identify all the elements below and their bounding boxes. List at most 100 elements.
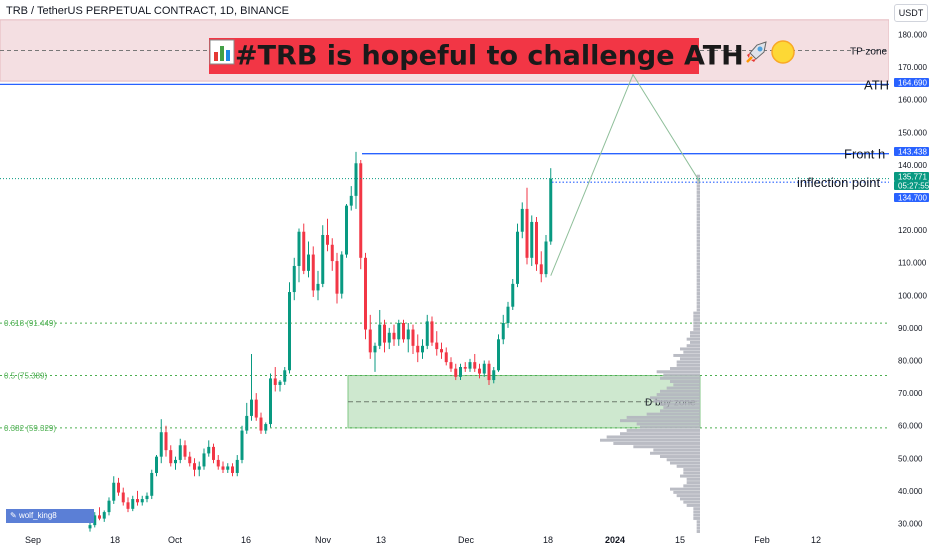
- volume-profile-bar: [696, 174, 700, 178]
- volume-profile-bar: [696, 200, 700, 204]
- y-tick-label: 160.000: [898, 96, 927, 105]
- candle-body: [520, 208, 524, 232]
- candle-body: [368, 329, 372, 353]
- price-tag: [894, 172, 929, 181]
- y-tick-label: 40.000: [898, 487, 923, 496]
- volume-profile-bar: [660, 402, 700, 406]
- candle-body: [159, 432, 163, 457]
- tp-zone-label: TP zone: [850, 46, 887, 57]
- candle-body: [359, 163, 363, 258]
- candle-body: [525, 208, 529, 258]
- candle-body: [335, 261, 339, 294]
- price-tag-text: 143.438: [898, 148, 927, 157]
- volume-profile-bar: [696, 187, 700, 191]
- symbol-header: TRB / TetherUS PERPETUAL CONTRACT, 1D, B…: [6, 5, 290, 17]
- volume-profile-bar: [686, 337, 700, 341]
- x-tick-label: 18: [543, 535, 553, 545]
- volume-profile-bar: [686, 481, 700, 485]
- candle-body: [178, 445, 182, 460]
- volume-profile-bar: [646, 412, 700, 416]
- candle-body: [354, 163, 358, 196]
- volume-profile-bar: [696, 305, 700, 309]
- volume-profile-bar: [620, 419, 700, 423]
- volume-profile-bar: [676, 464, 700, 468]
- volume-profile-bar: [686, 344, 700, 348]
- volume-profile-bar: [666, 458, 700, 462]
- volume-profile-bar: [696, 298, 700, 302]
- volume-profile-bar: [696, 243, 700, 247]
- currency-button[interactable]: USDT: [894, 4, 928, 22]
- candle-body: [544, 241, 548, 275]
- candle-body: [107, 500, 111, 513]
- price-axis: [889, 0, 932, 550]
- volume-profile-bar: [696, 272, 700, 276]
- y-tick-label: 120.000: [898, 226, 927, 235]
- candle-body: [254, 399, 258, 418]
- candle-body: [145, 495, 149, 500]
- candle-body: [169, 450, 173, 464]
- candle-body: [425, 321, 429, 346]
- title-banner: #TRB is hopeful to challenge ATH: [209, 38, 795, 74]
- volume-profile-bar: [656, 393, 700, 397]
- volume-profile-bar: [696, 204, 700, 207]
- volume-profile-bar: [696, 288, 700, 292]
- volume-profile-bar: [696, 269, 700, 273]
- y-tick-label: 170.000: [898, 63, 927, 72]
- volume-profile-bar: [606, 435, 700, 439]
- price-tag: [894, 78, 929, 87]
- volume-profile-bar: [633, 445, 700, 449]
- candle-body: [131, 499, 135, 509]
- volume-profile-bar: [696, 262, 700, 266]
- volume-profile-bar: [663, 406, 700, 410]
- volume-profile-bar: [696, 223, 700, 227]
- volume-profile-bar: [696, 184, 700, 188]
- candle-body: [245, 415, 249, 431]
- volume-profile-bar: [693, 321, 700, 325]
- candle-body: [302, 231, 306, 271]
- candle-body: [349, 195, 353, 206]
- volume-profile-bar: [690, 334, 700, 338]
- volume-profile-bar: [693, 327, 700, 331]
- candle-body: [373, 345, 377, 353]
- volume-profile-bar: [683, 500, 700, 504]
- candle-body: [136, 499, 139, 503]
- volume-profile-bar: [670, 367, 700, 370]
- volume-profile-bar: [696, 246, 700, 250]
- price-tag-text: 135.771: [898, 173, 927, 182]
- candle-body: [549, 178, 553, 242]
- candle-body: [93, 515, 97, 526]
- volume-profile-bar: [676, 363, 700, 367]
- candle-body: [330, 244, 334, 262]
- candle-body: [516, 231, 519, 284]
- volume-profile-bar: [693, 318, 700, 322]
- candle-body: [482, 363, 486, 374]
- candle-body: [378, 324, 382, 346]
- y-tick-label: 80.000: [898, 357, 923, 366]
- volume-profile-bar: [690, 331, 700, 335]
- candle-body: [435, 342, 439, 350]
- candle-body: [387, 332, 391, 343]
- volume-profile-bar: [696, 523, 700, 527]
- candle-body: [283, 370, 287, 382]
- volume-profile-bar: [673, 490, 700, 494]
- volume-profile-bar: [613, 442, 700, 445]
- volume-profile-bar: [693, 324, 700, 328]
- y-tick-label: 150.000: [898, 128, 927, 137]
- volume-profile-bar: [696, 210, 700, 214]
- volume-profile-bar: [626, 415, 700, 419]
- price-tag: [894, 181, 929, 190]
- y-tick-label: 30.000: [898, 520, 923, 529]
- candle-body: [297, 231, 301, 266]
- candle-body: [506, 306, 510, 324]
- plot-area: [0, 0, 889, 550]
- candle-body: [473, 362, 477, 369]
- volume-profile-bar: [653, 399, 700, 403]
- volume-profile-bar: [696, 194, 700, 198]
- volume-profile-bar: [693, 314, 700, 318]
- volume-profile-bar: [693, 311, 700, 315]
- volume-profile-bar: [696, 520, 700, 524]
- volume-profile-bar: [656, 370, 700, 374]
- candle-body: [340, 254, 344, 294]
